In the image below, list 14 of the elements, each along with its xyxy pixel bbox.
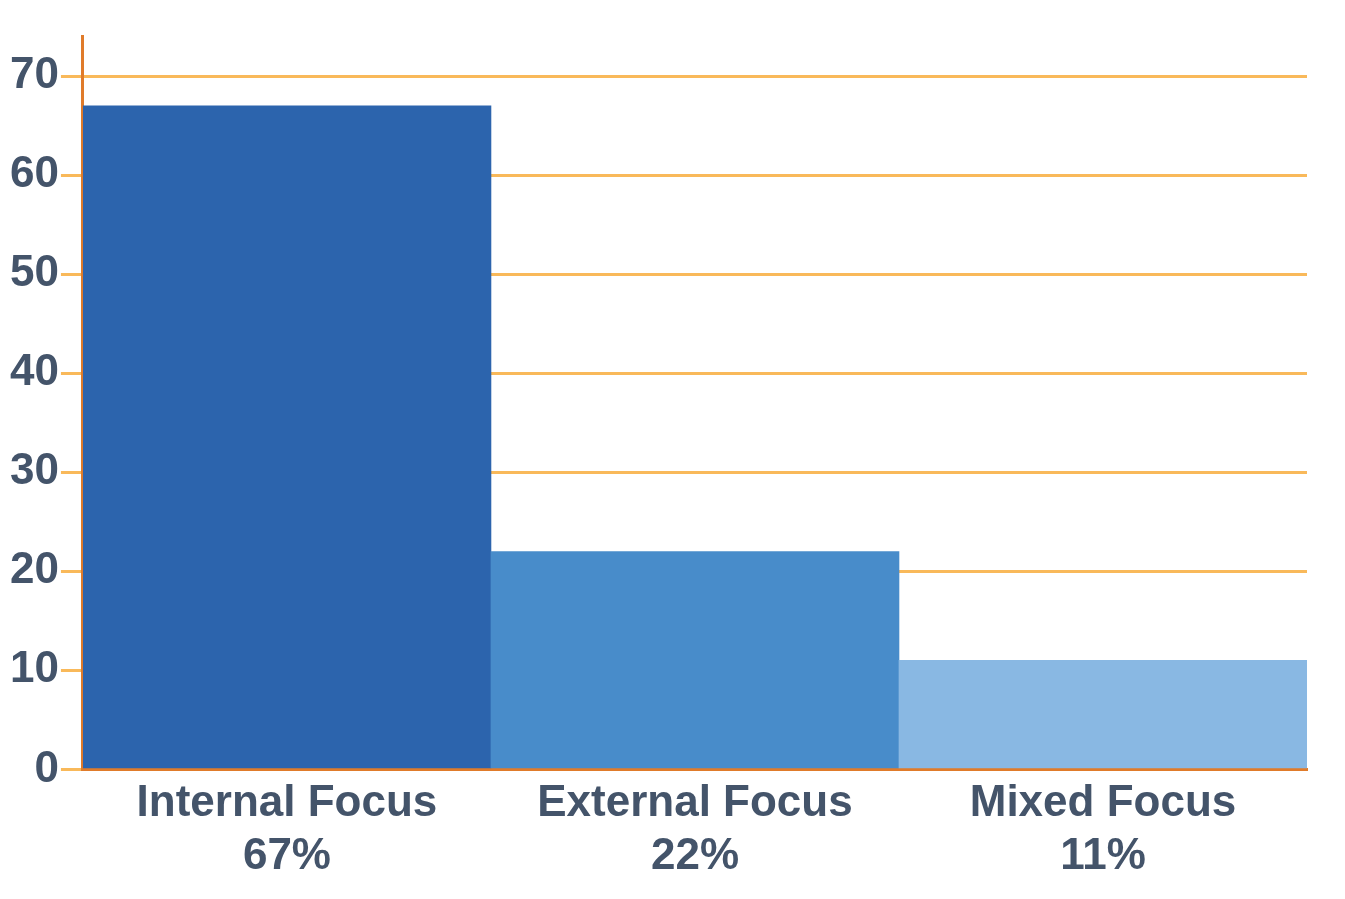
y-tick-label: 60 [9,147,59,197]
data-label: 22% [650,828,740,878]
x-tick-label: Mixed Focus [969,775,1237,825]
y-tick-label: 30 [9,444,59,494]
y-tick-label: 20 [9,543,59,593]
data-label: 67% [242,828,331,878]
y-tick-label: 70 [9,48,59,98]
x-tick-label: Internal Focus [136,775,438,825]
y-tick-label: 50 [9,246,59,296]
y-tick-label: 10 [9,642,59,692]
data-label: 11% [1060,828,1146,878]
y-tick-label: 40 [9,345,59,395]
x-tick-label: External Focus [537,775,853,825]
y-tick-label: 0 [34,741,59,791]
